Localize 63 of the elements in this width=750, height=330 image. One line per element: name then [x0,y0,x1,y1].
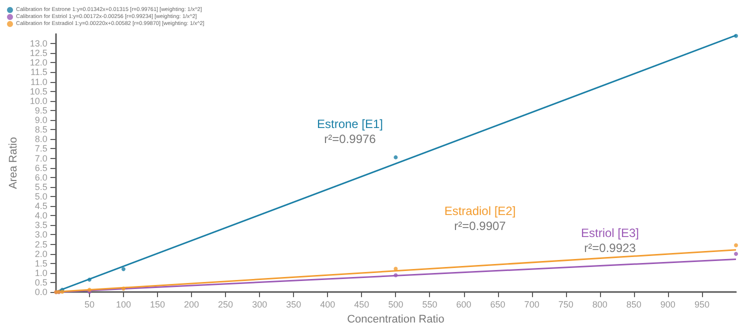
x-tick-label: 600 [456,300,472,310]
y-tick-label: 11.0 [30,76,48,87]
y-tick-label: 1.0 [34,268,48,278]
point [734,34,738,38]
y-tick-label: 0.5 [34,278,48,288]
y-tick-label: 4.5 [34,201,48,212]
y-tick-label: 6.0 [34,172,48,182]
x-tick-label: 750 [558,300,574,310]
y-tick-label: 8.0 [34,134,48,144]
y-tick-label: 5.5 [34,182,48,192]
y-tick-label: 7.0 [34,153,48,164]
y-tick-label: 9.5 [34,105,48,116]
x-tick-label: 700 [524,300,540,310]
y-tick-label: 2.5 [34,239,48,250]
x-axis-title: Concentration Ratio [347,314,444,326]
y-tick-label: 5.0 [34,192,48,202]
x-tick-label: 50 [84,300,94,310]
x-tick-label: 300 [252,300,268,310]
y-tick-label: 13.0 [30,38,48,49]
y-tick-label: 11.5 [30,67,48,78]
x-tick-label: 350 [286,300,302,310]
x-tick-label: 950 [694,300,710,310]
annotation: Estradiol [E2] [444,204,516,218]
y-tick-label: 12.5 [30,48,48,58]
y-tick-label: 0.0 [34,287,48,298]
y-tick-label: 2.0 [34,248,48,259]
point [121,286,126,291]
point [394,273,398,278]
x-tick-label: 900 [660,300,676,310]
x-tick-label: 200 [184,300,200,310]
y-tick-label: 6.5 [34,162,48,173]
point [394,155,398,160]
point [121,267,126,272]
annotation: Estrone [E1] [316,117,384,131]
y-tick-label: 1.5 [34,258,48,268]
y-tick-label: 9.0 [34,115,48,126]
y-axis-title: Area Ratio [8,137,20,190]
annotation: r²=0.9907 [454,219,506,233]
x-tick-label: 850 [626,300,642,310]
x-tick-label: 250 [218,300,234,310]
y-tick-label: 10.5 [30,86,48,96]
y-tick-label: 12.0 [30,58,48,68]
x-tick-label: 650 [490,300,506,310]
y-tick-label: 3.0 [34,230,48,240]
y-tick-label: 4.0 [34,210,48,221]
y-tick-label: 3.5 [34,220,48,230]
y-tick-label: 7.5 [34,144,48,154]
x-tick-label: 150 [150,300,166,310]
y-tick-label: 8.5 [34,124,48,135]
y-tick-label: 10.0 [30,96,48,106]
x-tick-label: 100 [116,300,131,310]
x-tick-label: 800 [592,300,608,310]
x-tick-label: 450 [354,300,370,310]
point [394,266,398,271]
x-tick-label: 550 [422,300,438,310]
annotation: Estriol [E3] [580,226,640,240]
point [734,252,738,256]
point [87,278,92,282]
x-tick-label: 400 [320,300,336,310]
point [734,243,738,248]
annotation: r²=0.9976 [324,132,376,146]
x-tick-label: 500 [388,300,404,310]
annotation: r²=0.9923 [584,241,636,255]
